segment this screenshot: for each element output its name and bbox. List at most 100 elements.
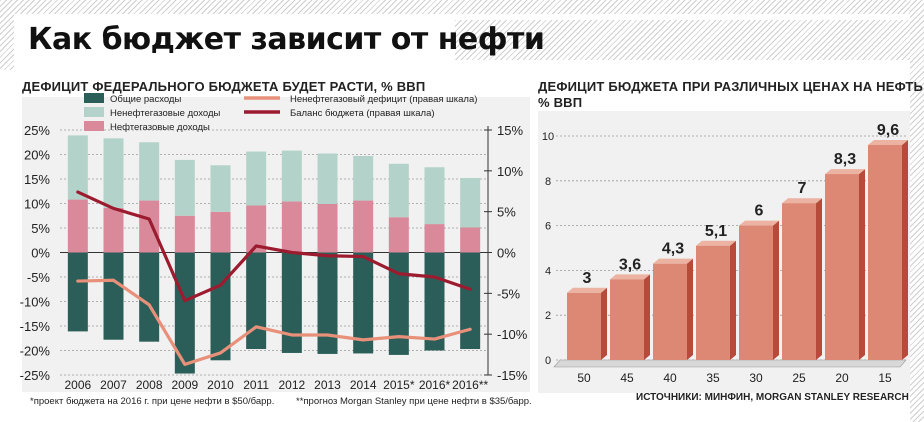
bar — [782, 203, 816, 360]
title-hatch — [455, 20, 910, 60]
left-axis-tick-label: 10% — [24, 197, 50, 212]
bar-value-label: 5,1 — [705, 223, 727, 240]
legend-label: Ненефтегазовые доходы — [110, 108, 221, 119]
bar-value-label: 7 — [798, 180, 807, 197]
y-tick-label: 2 — [545, 310, 551, 322]
bar-top — [610, 274, 650, 280]
bar-oil-revenue — [67, 199, 88, 253]
bar-oil-revenue — [103, 207, 124, 253]
x-tick-label: 35 — [706, 371, 720, 385]
bar — [610, 279, 644, 360]
bar-value-label: 6 — [755, 203, 764, 220]
bar-oil-revenue — [388, 217, 409, 253]
bar-total-spending — [174, 252, 195, 374]
x-tick-label: 2014 — [350, 378, 377, 392]
bar-oil-revenue — [317, 203, 338, 253]
x-tick-label: 2010 — [207, 378, 234, 392]
bar-side — [902, 139, 908, 360]
bar-side — [816, 198, 822, 360]
bar — [739, 225, 773, 360]
bar-top — [825, 169, 865, 175]
x-tick-label: 2016** — [452, 378, 488, 392]
left-axis-tick-label: -5% — [27, 270, 51, 285]
bar-value-label: 3,6 — [619, 256, 641, 273]
x-tick-label: 2008 — [136, 378, 163, 392]
bar-total-spending — [281, 252, 302, 353]
x-tick-label: 15 — [878, 371, 892, 385]
bar-total-spending — [139, 252, 160, 342]
bar-total-spending — [103, 252, 124, 340]
bar-nonoil-revenue — [353, 155, 374, 201]
left-axis-tick-label: 25% — [24, 123, 50, 138]
legend-swatch — [84, 93, 104, 103]
bar-total-spending — [388, 252, 409, 355]
x-tick-label: 2013 — [314, 378, 341, 392]
line-nonoil-deficit — [76, 278, 472, 366]
bar — [567, 292, 601, 360]
right-axis-tick-label: 0% — [497, 246, 516, 261]
right-axis-tick-label: 5% — [497, 205, 516, 220]
bar-nonoil-revenue — [210, 165, 231, 212]
x-tick-label: 2016* — [419, 378, 451, 392]
source-note: ИСТОЧНИКИ: МИНФИН, MORGAN STANLEY RESEAR… — [636, 392, 909, 403]
bar-nonoil-revenue — [388, 163, 409, 218]
left-grid — [60, 129, 488, 376]
left-axis-tick-label: 15% — [24, 172, 50, 187]
bar-value-label: 4,3 — [662, 241, 684, 258]
bar-nonoil-revenue — [424, 167, 445, 225]
left-axis-tick-label: -15% — [20, 319, 51, 334]
chart-floor — [553, 359, 907, 368]
left-legend: Общие расходы Ненефтегазовые доходы Нефтег… — [84, 93, 477, 133]
bar-side — [687, 258, 693, 360]
bar — [868, 144, 902, 360]
footnote-forecast: **прогноз Morgan Stanley при цене нефти … — [296, 396, 532, 407]
bar-top — [567, 287, 607, 293]
bar-oil-revenue — [424, 224, 445, 253]
legend-swatch — [84, 121, 104, 131]
x-tick-label: 2012 — [278, 378, 305, 392]
x-tick-label: 2006 — [64, 378, 91, 392]
bar-total-spending — [246, 252, 267, 350]
right-axes: 0 2 4 6 8 10 50 45 40 35 30 25 20 15 — [542, 131, 892, 385]
bar-nonoil-revenue — [460, 178, 481, 228]
left-axes: 25% 20% 15% 10% 5% 0% -5% -10% -15% -20% -25% 15% 10… — [20, 123, 528, 392]
right-chart-unit: % ВВП — [538, 95, 583, 110]
left-axis-tick-label: -20% — [20, 344, 51, 359]
bar-nonoil-revenue — [139, 142, 160, 201]
page-title: Как бюджет зависит от нефти — [28, 22, 545, 57]
bar-side — [601, 287, 607, 360]
bar-total-spending — [460, 252, 481, 350]
right-hatch — [910, 0, 924, 422]
bar-side — [644, 274, 650, 360]
right-chart-heading: ДЕФИЦИТ БЮДЖЕТА ПРИ РАЗЛИЧНЫХ ЦЕНАХ НА Н… — [538, 79, 924, 94]
right-axis-tick-label: 15% — [497, 123, 523, 138]
bar — [653, 263, 687, 360]
bar-side — [730, 240, 736, 360]
right-axis-tick-label: -15% — [497, 368, 528, 383]
bar-nonoil-revenue — [317, 153, 338, 204]
footnote-budget: *проект бюджета на 2016 г. при цене нефт… — [30, 396, 275, 407]
bar-oil-revenue — [246, 205, 267, 253]
x-tick-label: 40 — [663, 371, 677, 385]
header-hatch — [0, 0, 924, 14]
bar-oil-revenue — [210, 211, 231, 253]
bar-nonoil-revenue — [174, 159, 195, 216]
x-tick-label: 50 — [577, 371, 591, 385]
right-axis-tick-label: -5% — [497, 286, 521, 301]
right-bars: 3 3,6 4,3 5,1 6 7 8,3 9,6 — [553, 122, 908, 368]
bar-top — [696, 240, 736, 246]
bar-nonoil-revenue — [246, 151, 267, 206]
y-tick-label: 8 — [545, 176, 551, 188]
bar-value-label: 3 — [583, 270, 592, 287]
x-tick-label: 2009 — [171, 378, 198, 392]
bar-value-label: 9,6 — [877, 122, 899, 139]
left-axis-tick-label: -10% — [20, 295, 51, 310]
left-hatch — [0, 0, 14, 70]
x-tick-label: 25 — [792, 371, 806, 385]
bar-value-label: 8,3 — [834, 151, 856, 168]
bar-nonoil-revenue — [281, 150, 302, 202]
right-axis-tick-label: -10% — [497, 327, 528, 342]
y-tick-label: 6 — [545, 221, 551, 233]
